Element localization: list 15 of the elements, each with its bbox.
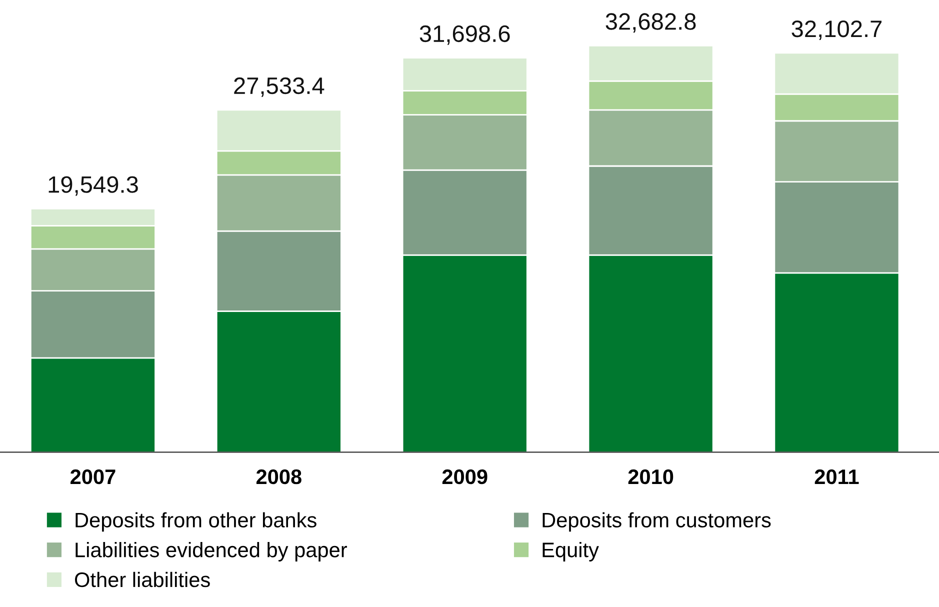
annotation: 27,533.4 <box>234 77 324 97</box>
legend-label: Equity <box>542 542 599 562</box>
annotation: 32,682.8 <box>606 13 696 33</box>
legend-label: Deposits from customers <box>542 512 771 532</box>
legend-label: Deposits from other banks <box>76 512 316 532</box>
x-tick-label: 2009 <box>442 469 488 484</box>
annotation: 31,698.6 <box>420 25 510 45</box>
x-tick-label: 2007 <box>70 469 116 484</box>
x-tick-label: 2008 <box>256 469 302 484</box>
annotation: 32,102.7 <box>792 20 882 40</box>
legend-label: Other liabilities <box>74 572 210 588</box>
legend-label: Liabilities evidenced by paper <box>76 542 347 562</box>
x-tick-label: 2011 <box>814 469 859 484</box>
x-tick-label: 2010 <box>628 469 674 484</box>
annotation: 19,549.3 <box>48 176 138 196</box>
